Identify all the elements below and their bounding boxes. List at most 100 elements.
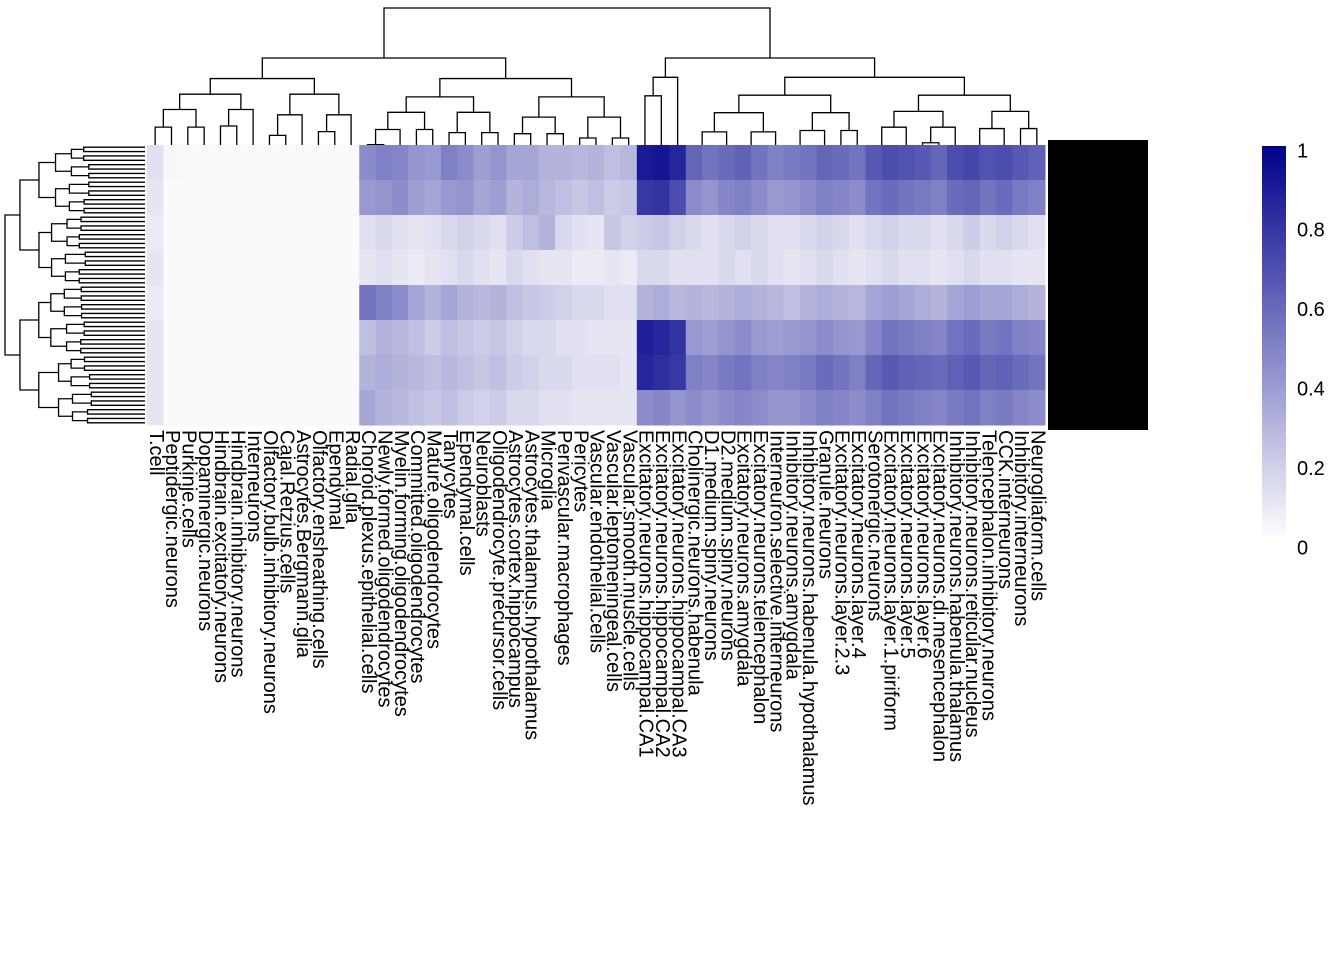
heatmap-cell [588, 390, 605, 426]
heatmap-cell [800, 250, 817, 286]
heatmap-cell [588, 285, 605, 321]
heatmap-cell [686, 390, 703, 426]
dendrogram-branch [71, 359, 84, 368]
heatmap-cell [343, 250, 360, 286]
heatmap-cell [1012, 215, 1029, 251]
heatmap-cell [212, 390, 229, 426]
heatmap-cell [767, 180, 784, 216]
heatmap-cell [931, 355, 948, 391]
dendrogram-branch [52, 224, 67, 242]
dendrogram-branch [91, 392, 145, 396]
heatmap-cell [196, 250, 213, 286]
heatmap-cell [882, 145, 899, 181]
dendrogram-branch [1021, 129, 1037, 145]
dendrogram-branch [180, 94, 241, 109]
dendrogram-branch [81, 287, 145, 291]
heatmap-cell [310, 250, 327, 286]
heatmap-cell [278, 250, 295, 286]
heatmap-cell [686, 355, 703, 391]
dendrogram-branch [384, 8, 770, 58]
heatmap-cell [425, 285, 442, 321]
heatmap-cell [212, 285, 229, 321]
heatmap-cell [849, 180, 866, 216]
heatmap-cells [147, 145, 1046, 426]
heatmap-cell [359, 180, 376, 216]
heatmap-cell [147, 215, 164, 251]
heatmap-cell [261, 145, 278, 181]
heatmap-cell [506, 355, 523, 391]
heatmap-cell [669, 215, 686, 251]
heatmap-cell [702, 215, 719, 251]
heatmap-cell [506, 250, 523, 286]
heatmap-cell [1012, 285, 1029, 321]
dendrogram-branch [89, 165, 145, 169]
heatmap-cell [865, 285, 882, 321]
dendrogram-branch [612, 138, 628, 145]
heatmap-cell [523, 320, 540, 356]
heatmap-cell [310, 145, 327, 181]
heatmap-cell [441, 250, 458, 286]
heatmap-cell [620, 320, 637, 356]
heatmap-cell [261, 390, 278, 426]
heatmap-cell [849, 285, 866, 321]
heatmap-cell [245, 250, 262, 286]
heatmap-cell [457, 355, 474, 391]
dendrogram-branch [84, 200, 145, 204]
heatmap-cell [833, 355, 850, 391]
dendrogram-branch [482, 133, 498, 145]
heatmap-cell [816, 320, 833, 356]
heatmap-cell [196, 145, 213, 181]
dendrogram-branch [39, 163, 56, 198]
heatmap-cell [588, 320, 605, 356]
heatmap-cell [229, 320, 246, 356]
dendrogram-branch [85, 252, 145, 256]
heatmap-cell [425, 320, 442, 356]
dendrogram-branch [79, 270, 145, 274]
heatmap-cell [800, 390, 817, 426]
heatmap-cell [653, 390, 670, 426]
heatmap-cell [425, 355, 442, 391]
heatmap-cell [408, 320, 425, 356]
heatmap-cell [784, 145, 801, 181]
heatmap-cell [539, 145, 556, 181]
heatmap-cell [1029, 285, 1046, 321]
heatmap-cell [245, 215, 262, 251]
heatmap-cell [751, 390, 768, 426]
heatmap-cell [931, 285, 948, 321]
heatmap-cell [180, 250, 197, 286]
heatmap-cell [555, 145, 572, 181]
heatmap-cell [669, 250, 686, 286]
colorbar-tick-label: 0 [1297, 537, 1308, 559]
heatmap-cell [572, 250, 589, 286]
heatmap-cell [327, 215, 344, 251]
heatmap-cell [996, 355, 1013, 391]
heatmap-cell [229, 355, 246, 391]
heatmap-cell [931, 145, 948, 181]
dendrogram-branch [81, 296, 145, 300]
heatmap-cell [735, 180, 752, 216]
heatmap-cell [408, 285, 425, 321]
dendrogram-branch [88, 410, 145, 414]
heatmap-cell [718, 285, 735, 321]
colorbar [1262, 146, 1286, 540]
heatmap-cell [343, 180, 360, 216]
heatmap-cell [147, 250, 164, 286]
heatmap-cell [702, 320, 719, 356]
heatmap-cell [637, 320, 654, 356]
heatmap-cell [359, 215, 376, 251]
heatmap-cell [686, 250, 703, 286]
dendrogram-branch [278, 115, 302, 145]
heatmap-cell [555, 320, 572, 356]
dendrogram-branch [449, 133, 465, 145]
heatmap-cell [882, 320, 899, 356]
heatmap-cell [294, 250, 311, 286]
heatmap-cell [686, 285, 703, 321]
heatmap-cell [980, 145, 997, 181]
heatmap-cell [882, 215, 899, 251]
heatmap-cell [931, 390, 948, 426]
heatmap-cell [669, 285, 686, 321]
heatmap-cell [816, 285, 833, 321]
heatmap-cell [359, 250, 376, 286]
heatmap-cell [278, 145, 295, 181]
dendrogram-branch [20, 320, 39, 390]
